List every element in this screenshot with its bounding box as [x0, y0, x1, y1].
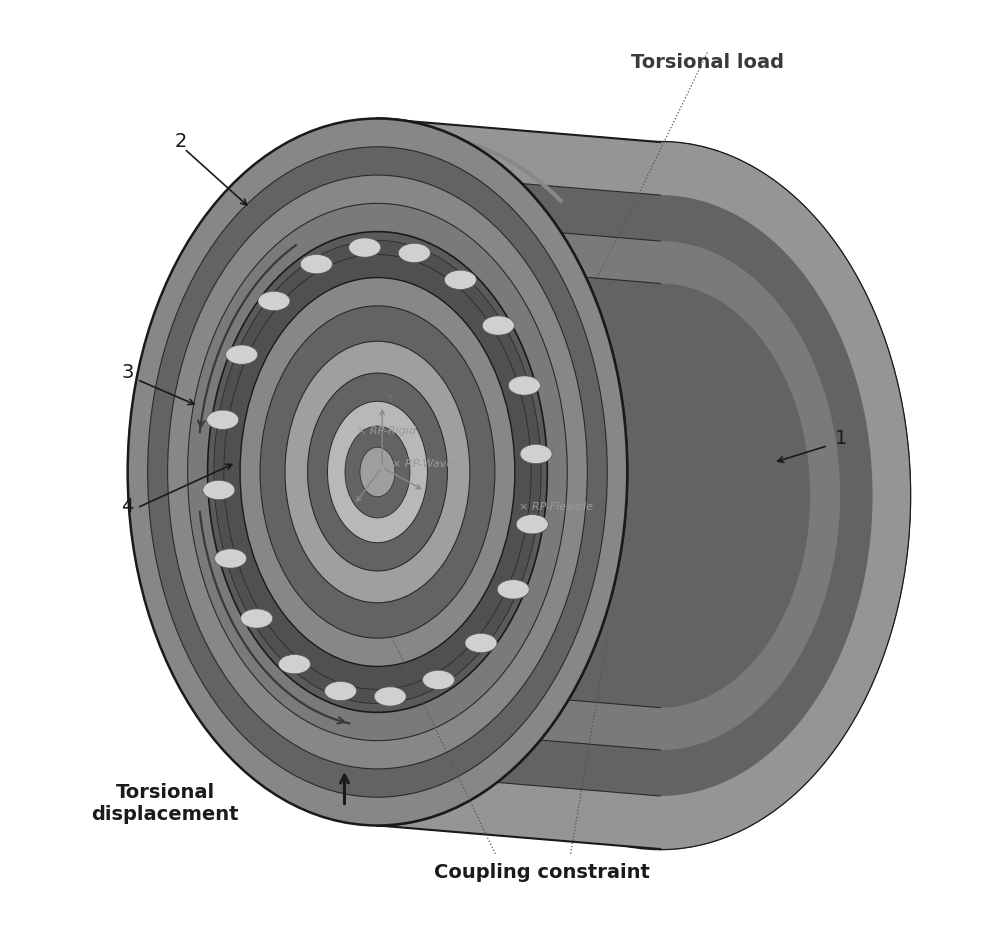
- Ellipse shape: [423, 670, 455, 689]
- Ellipse shape: [502, 583, 529, 599]
- Text: × RP-Flexible: × RP-Flexible: [519, 501, 593, 512]
- Ellipse shape: [305, 258, 332, 274]
- Ellipse shape: [224, 255, 531, 689]
- Ellipse shape: [278, 654, 311, 674]
- Ellipse shape: [300, 255, 332, 274]
- Polygon shape: [377, 119, 910, 849]
- Ellipse shape: [228, 260, 527, 684]
- Text: Y: Y: [387, 395, 392, 403]
- Ellipse shape: [262, 295, 289, 312]
- Ellipse shape: [469, 636, 496, 653]
- Ellipse shape: [258, 292, 290, 311]
- Ellipse shape: [203, 480, 235, 499]
- Ellipse shape: [285, 341, 470, 603]
- Ellipse shape: [465, 633, 497, 652]
- Ellipse shape: [513, 379, 540, 396]
- Ellipse shape: [214, 241, 541, 703]
- Ellipse shape: [374, 687, 406, 706]
- Ellipse shape: [308, 373, 447, 571]
- Ellipse shape: [403, 246, 430, 263]
- Ellipse shape: [378, 690, 406, 706]
- Ellipse shape: [260, 306, 495, 638]
- Ellipse shape: [188, 203, 567, 741]
- Ellipse shape: [516, 514, 548, 534]
- Ellipse shape: [240, 278, 515, 666]
- Ellipse shape: [283, 658, 310, 674]
- Ellipse shape: [360, 447, 395, 497]
- Ellipse shape: [427, 674, 454, 690]
- Ellipse shape: [398, 244, 430, 262]
- Text: 3: 3: [121, 362, 133, 381]
- Ellipse shape: [325, 682, 357, 700]
- Ellipse shape: [482, 316, 514, 335]
- Ellipse shape: [444, 270, 476, 290]
- Text: Torsional
displacement: Torsional displacement: [92, 784, 239, 824]
- Ellipse shape: [230, 348, 257, 364]
- Ellipse shape: [328, 401, 427, 543]
- Polygon shape: [377, 260, 810, 708]
- Ellipse shape: [497, 580, 529, 599]
- Text: × RP-Rigid: × RP-Rigid: [357, 427, 416, 436]
- Ellipse shape: [329, 684, 356, 701]
- Ellipse shape: [449, 274, 476, 290]
- Text: 4: 4: [121, 497, 133, 515]
- Ellipse shape: [148, 147, 607, 797]
- Ellipse shape: [128, 119, 627, 825]
- Ellipse shape: [226, 345, 258, 364]
- Polygon shape: [377, 172, 873, 796]
- Ellipse shape: [215, 548, 247, 568]
- Ellipse shape: [168, 175, 587, 769]
- Text: Torsional load: Torsional load: [631, 53, 784, 72]
- Ellipse shape: [487, 319, 514, 335]
- Ellipse shape: [520, 445, 552, 464]
- Ellipse shape: [219, 552, 246, 568]
- Polygon shape: [377, 217, 840, 750]
- Text: Coupling constraint: Coupling constraint: [434, 863, 650, 883]
- Ellipse shape: [345, 426, 410, 518]
- Ellipse shape: [245, 613, 272, 629]
- Ellipse shape: [349, 238, 381, 257]
- Ellipse shape: [208, 231, 547, 713]
- Text: × RP-Wave: × RP-Wave: [392, 460, 453, 469]
- Ellipse shape: [241, 609, 273, 628]
- Text: 2: 2: [175, 132, 187, 151]
- Ellipse shape: [211, 413, 238, 430]
- Ellipse shape: [353, 242, 380, 258]
- Text: 1: 1: [835, 429, 847, 447]
- Ellipse shape: [524, 447, 552, 464]
- Ellipse shape: [410, 143, 910, 849]
- Ellipse shape: [207, 483, 234, 500]
- Ellipse shape: [508, 376, 540, 396]
- Ellipse shape: [521, 518, 548, 534]
- Ellipse shape: [207, 410, 239, 430]
